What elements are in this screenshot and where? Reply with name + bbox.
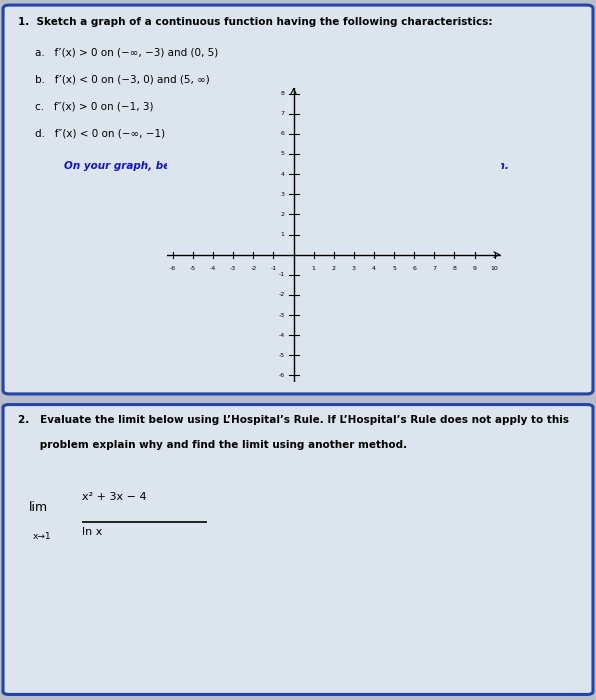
Text: 8: 8 xyxy=(452,266,457,271)
Text: 7: 7 xyxy=(281,111,284,116)
FancyBboxPatch shape xyxy=(3,405,593,694)
Text: 8: 8 xyxy=(281,91,284,96)
Text: 6: 6 xyxy=(412,266,416,271)
Text: 1: 1 xyxy=(312,266,316,271)
Text: 5: 5 xyxy=(392,266,396,271)
Text: 1: 1 xyxy=(281,232,284,237)
Text: -3: -3 xyxy=(230,266,237,271)
Text: x² + 3x − 4: x² + 3x − 4 xyxy=(82,492,147,502)
Text: 3: 3 xyxy=(281,192,284,197)
Text: 2: 2 xyxy=(332,266,336,271)
Text: x→1: x→1 xyxy=(32,532,51,541)
Text: -6: -6 xyxy=(278,373,284,378)
Text: 1.  Sketch a graph of a continuous function having the following characteristics: 1. Sketch a graph of a continuous functi… xyxy=(18,17,492,27)
Text: -5: -5 xyxy=(190,266,196,271)
Text: ln x: ln x xyxy=(82,526,103,536)
Text: -5: -5 xyxy=(278,353,284,358)
FancyBboxPatch shape xyxy=(3,5,593,394)
Text: 4: 4 xyxy=(372,266,376,271)
Text: 2: 2 xyxy=(281,212,284,217)
Text: -4: -4 xyxy=(278,332,284,337)
Text: -6: -6 xyxy=(170,266,176,271)
Text: a.   f’(x) > 0 on (−∞, −3) and (0, 5): a. f’(x) > 0 on (−∞, −3) and (0, 5) xyxy=(35,48,218,57)
Text: 3: 3 xyxy=(352,266,356,271)
Text: d.   f″(x) < 0 on (−∞, −1) and (3, ∞): d. f″(x) < 0 on (−∞, −1) and (3, ∞) xyxy=(35,128,221,139)
Text: -2: -2 xyxy=(250,266,256,271)
Text: -3: -3 xyxy=(278,312,284,318)
Text: lim: lim xyxy=(29,500,48,514)
Text: On your graph, be sure to label all relative extrema and points of inflection.: On your graph, be sure to label all rela… xyxy=(64,161,509,171)
Text: -4: -4 xyxy=(210,266,216,271)
Text: -1: -1 xyxy=(278,272,284,277)
Text: 7: 7 xyxy=(432,266,436,271)
Text: 9: 9 xyxy=(473,266,477,271)
Text: 2.   Evaluate the limit below using L’Hospital’s Rule. If L’Hospital’s Rule does: 2. Evaluate the limit below using L’Hosp… xyxy=(18,414,569,425)
Text: 10: 10 xyxy=(491,266,498,271)
Text: -2: -2 xyxy=(278,293,284,297)
Text: 5: 5 xyxy=(281,151,284,157)
Text: b.   f’(x) < 0 on (−3, 0) and (5, ∞): b. f’(x) < 0 on (−3, 0) and (5, ∞) xyxy=(35,74,210,85)
Text: problem explain why and find the limit using another method.: problem explain why and find the limit u… xyxy=(18,440,406,450)
Text: 4: 4 xyxy=(281,172,284,176)
Text: c.   f″(x) > 0 on (−1, 3): c. f″(x) > 0 on (−1, 3) xyxy=(35,102,154,111)
Text: 6: 6 xyxy=(281,132,284,136)
Text: -1: -1 xyxy=(271,266,277,271)
